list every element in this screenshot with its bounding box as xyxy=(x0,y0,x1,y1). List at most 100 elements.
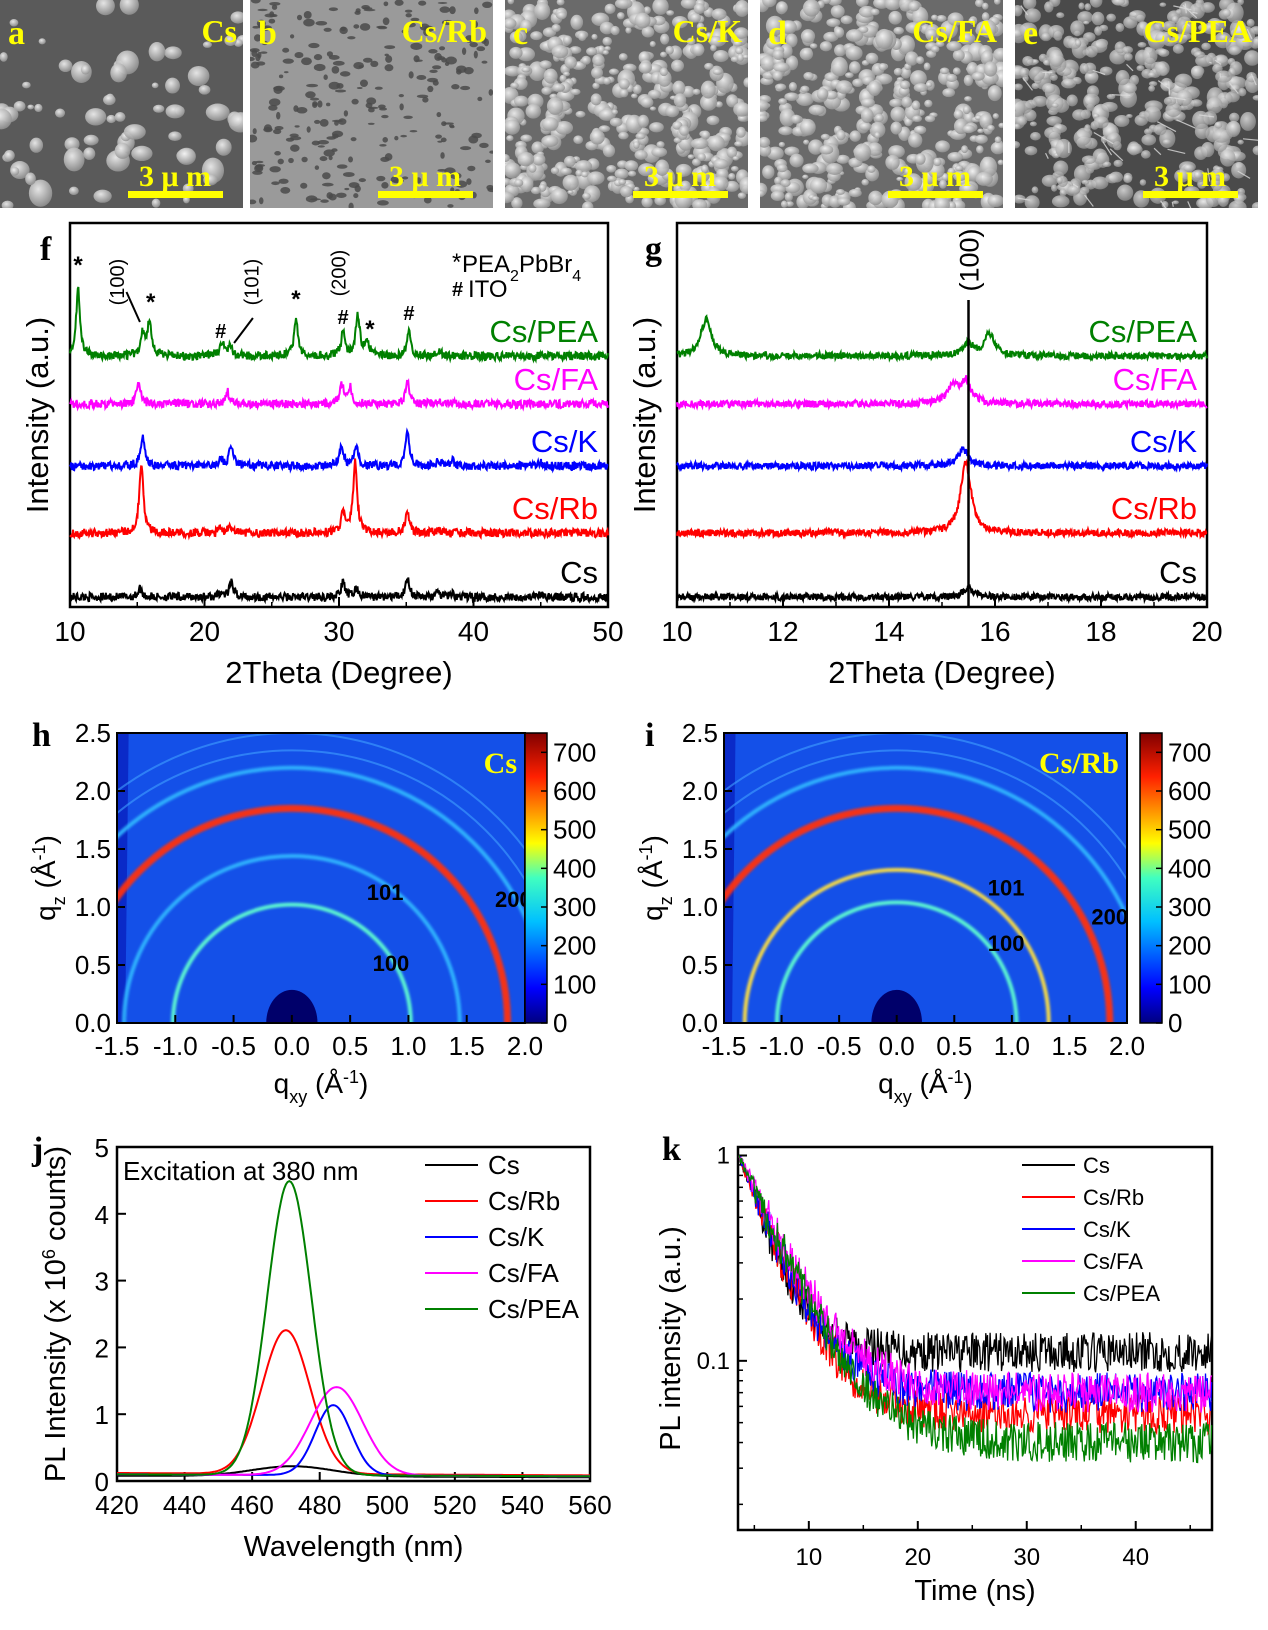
x-tick-label: 2.0 xyxy=(507,1031,543,1061)
series-line-cs-pea xyxy=(69,286,609,364)
sem-grain xyxy=(592,82,600,90)
x-tick-label: 12 xyxy=(767,616,798,647)
sem-grain xyxy=(715,101,723,108)
sem-grain xyxy=(114,112,126,122)
sem-grain xyxy=(1244,50,1258,66)
sem-pore xyxy=(271,181,280,186)
sem-grain xyxy=(647,89,661,99)
y-tick-label: 0.0 xyxy=(75,1008,111,1038)
sem-grain xyxy=(1081,155,1097,165)
sem-grain xyxy=(114,142,131,159)
sem-pore xyxy=(294,52,304,59)
sem-pore xyxy=(483,38,490,47)
sem-grain xyxy=(530,186,541,195)
scale-bar xyxy=(378,191,473,198)
sem-grain xyxy=(913,83,929,93)
sem-grain xyxy=(692,43,705,57)
sem-pore xyxy=(410,17,420,22)
trpl-decay-chart: 10 20 30 40 1 0.1 Time (ns) PL intensity (a.u.)… xyxy=(655,1131,1214,1607)
sem-grain xyxy=(772,49,785,60)
legend-label: Cs/PEA xyxy=(488,1294,580,1324)
series-line xyxy=(738,1155,1213,1464)
sem-pore xyxy=(255,160,264,164)
sem-grain xyxy=(867,80,881,97)
series-line xyxy=(117,1179,590,1478)
series-line-cs xyxy=(69,577,609,605)
sem-grain xyxy=(651,147,668,158)
sem-grain xyxy=(867,142,883,157)
sem-pore xyxy=(300,182,308,189)
sem-grain xyxy=(830,4,845,18)
sem-grain xyxy=(1056,12,1065,19)
sem-pore xyxy=(461,47,467,55)
sem-pore xyxy=(482,1,493,9)
sem-grain xyxy=(599,21,615,35)
sem-grain xyxy=(177,147,196,165)
sem-pore xyxy=(323,74,328,80)
sem-grain xyxy=(1114,115,1130,127)
sem-grain xyxy=(908,132,923,148)
sem-grain xyxy=(1126,114,1133,119)
sem-grain xyxy=(1042,83,1056,94)
sem-grain xyxy=(582,201,594,208)
sem-grain xyxy=(691,158,701,166)
sem-grain xyxy=(1044,1,1054,13)
sem-grain xyxy=(947,12,964,26)
sem-grain xyxy=(1136,65,1145,72)
peak-hash: # xyxy=(403,303,414,325)
sem-grain xyxy=(574,160,593,173)
plot-frame xyxy=(723,732,1128,1024)
sem-pore xyxy=(314,165,320,170)
sem-pore xyxy=(321,182,334,187)
sem-pore xyxy=(331,66,340,74)
panel-letter-g: g xyxy=(645,231,662,268)
sem-grain xyxy=(733,40,743,47)
plot-frame xyxy=(675,221,1209,609)
sem-grain xyxy=(641,26,655,38)
sem-grain xyxy=(680,0,698,9)
scale-bar-label: 3 μ m xyxy=(644,160,716,193)
sem-grain xyxy=(819,144,834,155)
sem-grain xyxy=(701,164,709,174)
sem-grain xyxy=(1252,95,1258,101)
sem-pore xyxy=(444,61,450,66)
sem-grain xyxy=(780,179,791,188)
sem-needle xyxy=(1045,152,1049,159)
sem-grain xyxy=(665,45,674,55)
sem-pore xyxy=(289,34,295,39)
sem-pore xyxy=(394,135,399,141)
sem-grain xyxy=(28,179,53,207)
sem-grain xyxy=(779,108,796,127)
sem-grain xyxy=(982,2,989,10)
sem-grain xyxy=(550,167,560,175)
sem-grain xyxy=(1147,72,1156,78)
sem-grain xyxy=(809,177,828,194)
sem-grain xyxy=(617,12,625,20)
sem-grain xyxy=(1219,149,1236,167)
sem-grain xyxy=(1251,202,1258,208)
sem-panel-a: a Cs 3 μ m xyxy=(0,0,243,208)
sem-grain xyxy=(858,5,876,18)
sem-pore xyxy=(363,8,376,12)
sem-grain xyxy=(64,137,80,151)
sem-grain xyxy=(1023,0,1037,10)
sem-pore xyxy=(308,42,320,49)
sem-grain xyxy=(1053,160,1069,176)
colorbar-tick-label: 400 xyxy=(1168,853,1211,883)
sem-grain xyxy=(1124,52,1133,61)
sem-pore xyxy=(384,153,393,161)
sem-grain xyxy=(505,154,510,163)
sem-grain xyxy=(509,46,523,59)
sem-grain xyxy=(961,145,969,154)
colorbar-tick-label: 600 xyxy=(553,776,596,806)
sem-grain xyxy=(520,134,533,142)
sem-needle xyxy=(1157,121,1177,133)
sem-grain xyxy=(1237,139,1244,145)
sem-grain xyxy=(840,15,853,25)
sem-grain xyxy=(1252,145,1258,156)
sem-grain xyxy=(625,26,632,34)
colorbar-tick-label: 700 xyxy=(1168,737,1211,767)
ring-label: 100 xyxy=(988,931,1025,956)
sem-grain xyxy=(977,128,984,134)
sem-grain xyxy=(916,56,925,65)
